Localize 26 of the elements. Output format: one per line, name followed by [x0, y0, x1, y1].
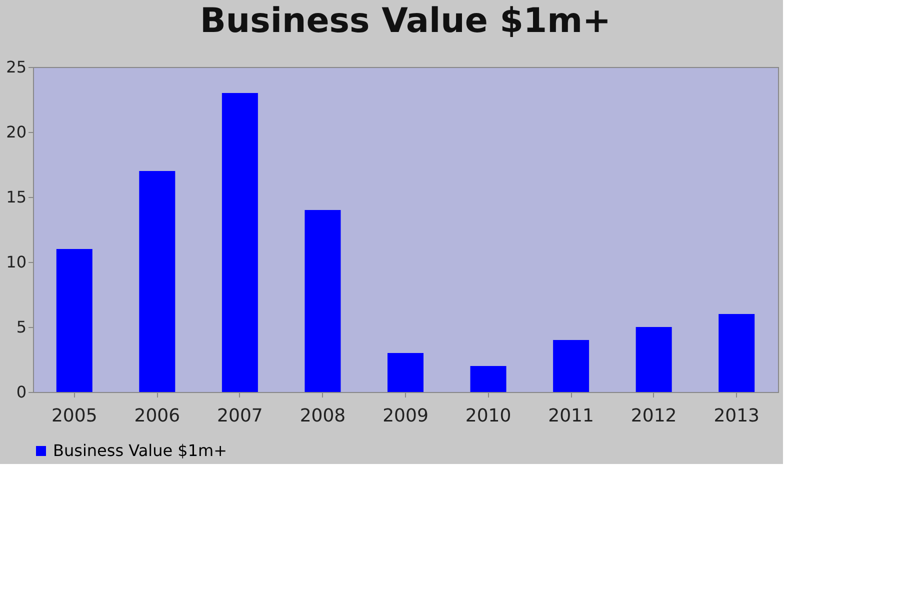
x-tick-label: 2009 — [382, 406, 428, 426]
y-tick-label: 0 — [16, 382, 26, 402]
y-tick-label: 5 — [16, 318, 26, 336]
bar — [304, 210, 341, 392]
y-tick-label: 15 — [6, 188, 26, 206]
x-tick-label: 2006 — [134, 406, 180, 426]
bar — [718, 314, 755, 392]
legend-label: Business Value $1m+ — [53, 441, 228, 460]
bar — [222, 93, 258, 392]
x-tick-label: 2005 — [51, 406, 98, 426]
chart-title: Business Value $1m+ — [200, 1, 611, 41]
bar — [139, 171, 176, 392]
x-tick-label: 2013 — [714, 406, 760, 426]
y-tick-label: 10 — [6, 252, 26, 272]
y-tick-label: 20 — [6, 122, 26, 142]
x-tick-label: 2008 — [300, 406, 346, 426]
bar — [56, 249, 92, 392]
x-tick-label: 2010 — [465, 406, 512, 426]
y-tick-label: 25 — [6, 58, 26, 76]
bar — [388, 353, 424, 392]
x-tick-label: 2011 — [548, 406, 594, 426]
x-tick-label: 2007 — [217, 406, 263, 426]
x-tick-label: 2012 — [630, 406, 677, 426]
bar — [470, 366, 506, 392]
bar — [636, 327, 672, 392]
bar — [553, 340, 590, 392]
